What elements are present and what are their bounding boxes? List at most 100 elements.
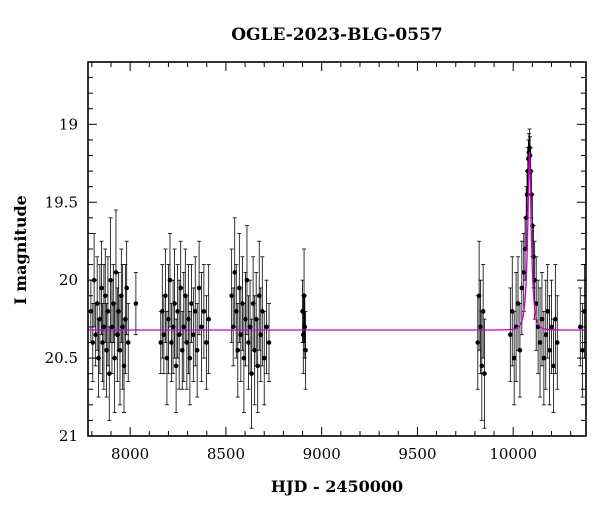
data-point [266, 303, 272, 382]
data-point [539, 271, 545, 367]
data-point [235, 303, 241, 398]
data-point [264, 279, 269, 375]
x-tick-label: 9000 [303, 445, 341, 463]
data-point [577, 287, 583, 367]
data-marker [117, 347, 123, 353]
data-marker [541, 355, 547, 361]
y-tick-label: 19 [59, 115, 78, 133]
plot-area [88, 128, 586, 429]
data-marker [480, 309, 486, 314]
data-point [163, 248, 168, 343]
data-marker [99, 285, 104, 291]
data-point [105, 256, 111, 367]
data-point [547, 295, 552, 406]
data-point [125, 303, 131, 382]
data-marker [94, 301, 100, 306]
data-marker [113, 270, 119, 275]
y-tick-label: 20 [59, 271, 78, 289]
data-marker [261, 355, 267, 361]
x-tick-label: 10000 [489, 445, 537, 463]
data-point [124, 240, 129, 336]
data-marker [194, 347, 200, 353]
data-marker [554, 340, 560, 345]
x-tick-label: 8500 [207, 445, 245, 463]
data-point [482, 318, 487, 429]
data-point [244, 225, 250, 336]
data-marker [106, 371, 112, 376]
data-point [117, 295, 123, 406]
data-marker [204, 340, 209, 345]
data-marker [539, 316, 545, 322]
data-marker [264, 324, 269, 330]
data-marker [102, 293, 108, 299]
data-marker [517, 347, 523, 353]
data-point [549, 279, 554, 375]
data-marker [187, 355, 193, 361]
data-marker [112, 355, 117, 361]
data-marker [191, 332, 196, 338]
data-point [199, 271, 204, 382]
data-point [554, 295, 560, 390]
data-marker [199, 324, 204, 330]
data-point [192, 256, 198, 367]
data-point [533, 256, 539, 351]
data-marker [537, 340, 543, 345]
data-point [513, 271, 519, 382]
data-point [204, 295, 209, 390]
data-point [545, 264, 550, 359]
data-point [201, 264, 207, 359]
data-marker [196, 285, 202, 291]
data-point [194, 303, 200, 398]
data-marker [482, 371, 487, 376]
data-marker [545, 309, 550, 314]
data-point [303, 310, 308, 390]
data-marker [201, 309, 207, 314]
plot-frame [87, 61, 587, 437]
data-marker [178, 285, 184, 291]
data-point [553, 264, 558, 375]
data-point [537, 287, 543, 398]
data-marker [255, 363, 261, 369]
data-marker [551, 363, 556, 369]
y-tick-label: 21 [59, 427, 78, 445]
data-marker [124, 285, 129, 291]
data-marker [302, 324, 308, 330]
data-marker [303, 347, 308, 353]
data-point [99, 240, 104, 336]
y-axis-label: I magnitude [11, 195, 30, 305]
data-point [133, 271, 139, 336]
data-marker [479, 363, 485, 369]
data-point [580, 303, 585, 398]
chart-title: OGLE-2023-BLG-0557 [231, 25, 443, 45]
data-point [543, 279, 549, 390]
data-point [255, 318, 261, 414]
data-point [517, 303, 523, 398]
data-marker [206, 316, 211, 322]
data-marker [511, 355, 517, 361]
data-point [206, 264, 211, 375]
y-tick-label: 20.5 [45, 349, 78, 367]
x-tick-label: 8000 [111, 445, 149, 463]
data-point [112, 303, 117, 414]
data-marker [173, 363, 179, 369]
data-point [178, 240, 184, 336]
data-marker [580, 347, 585, 353]
data-marker [553, 316, 558, 322]
model-curve [88, 152, 586, 331]
data-marker [167, 277, 173, 283]
data-marker [519, 285, 525, 291]
data-point [172, 248, 177, 359]
data-point [249, 318, 254, 429]
data-marker [547, 347, 552, 353]
data-marker [192, 309, 198, 314]
data-point [104, 303, 109, 398]
data-marker [235, 347, 241, 353]
y-tick-label: 19.5 [45, 193, 78, 211]
data-marker [249, 371, 254, 376]
x-tick-label: 9500 [398, 445, 436, 463]
data-marker [577, 324, 583, 330]
x-axis-label: HJD - 2450000 [271, 477, 403, 496]
axes: 8000 8500 9000 9500 10000 19 19.5 20 20.5 21 [45, 61, 586, 463]
data-point [196, 240, 202, 336]
